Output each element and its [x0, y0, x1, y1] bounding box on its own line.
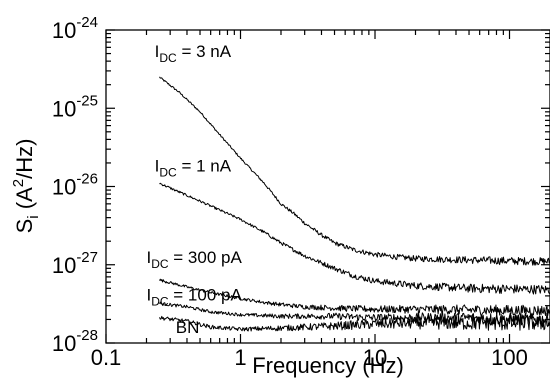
y-tick-label-base: 10 — [52, 175, 76, 200]
y-axis-label-close: /Hz) — [12, 139, 37, 179]
series-label-main: I — [155, 42, 160, 61]
series-label-rest: = 300 pA — [169, 248, 243, 267]
series-label-sub: DC — [159, 51, 177, 65]
y-tick-label-4: 10-24 — [52, 14, 98, 43]
series-line-2 — [159, 278, 550, 317]
series-label-rest: = 3 nA — [177, 42, 232, 61]
y-axis-label: Si (A2/Hz) — [10, 139, 42, 234]
y-tick-label-exp: -25 — [76, 92, 98, 109]
x-tick-label-0: 0.1 — [91, 345, 122, 370]
series-label-main: I — [146, 248, 151, 267]
series-label-sub: DC — [151, 294, 169, 308]
y-axis-label-main: S — [12, 219, 37, 234]
y-tick-label-exp: -24 — [76, 14, 98, 31]
series-layer — [159, 76, 550, 332]
series-label-sub: DC — [151, 257, 169, 271]
y-tick-label-base: 10 — [52, 331, 76, 356]
series-label-main: I — [146, 285, 151, 304]
y-tick-label-exp: -28 — [76, 327, 98, 344]
y-tick-label-0: 10-28 — [52, 327, 98, 356]
x-tick-label-1: 1 — [234, 345, 246, 370]
y-tick-label-1: 10-27 — [52, 249, 98, 278]
y-tick-label-2: 10-26 — [52, 171, 98, 200]
series-line-3 — [159, 301, 550, 327]
y-tick-label-3: 10-25 — [52, 92, 98, 121]
series-label-2: IDC = 300 pA — [146, 248, 242, 271]
y-tick-label-base: 10 — [52, 253, 76, 278]
x-axis-label: Frequency (Hz) — [252, 353, 404, 378]
y-axis-label-sup: 2 — [10, 179, 27, 187]
series-line-1 — [159, 182, 550, 295]
series-line-4 — [159, 315, 550, 332]
x-tick-label-2: 10 — [363, 345, 387, 370]
series-label-main: BN — [176, 318, 200, 337]
series-line-0 — [159, 76, 550, 266]
series-label-1: IDC = 1 nA — [155, 157, 232, 180]
ticks-layer — [105, 29, 550, 344]
series-label-sub: DC — [159, 166, 177, 180]
series-label-rest: = 100 pA — [169, 285, 243, 304]
y-tick-label-exp: -27 — [76, 249, 98, 266]
series-label-main: I — [155, 157, 160, 176]
series-label-rest: = 1 nA — [177, 157, 232, 176]
x-tick-label-3: 100 — [491, 345, 528, 370]
y-tick-label-base: 10 — [52, 96, 76, 121]
y-tick-label-exp: -26 — [76, 171, 98, 188]
series-label-4: BN — [176, 318, 200, 337]
y-axis-label-open: (A — [12, 187, 37, 215]
y-axis-label-sub: i — [25, 215, 42, 218]
series-label-3: IDC = 100 pA — [146, 285, 242, 308]
y-tick-label-base: 10 — [52, 18, 76, 43]
series-label-0: IDC = 3 nA — [155, 42, 232, 65]
